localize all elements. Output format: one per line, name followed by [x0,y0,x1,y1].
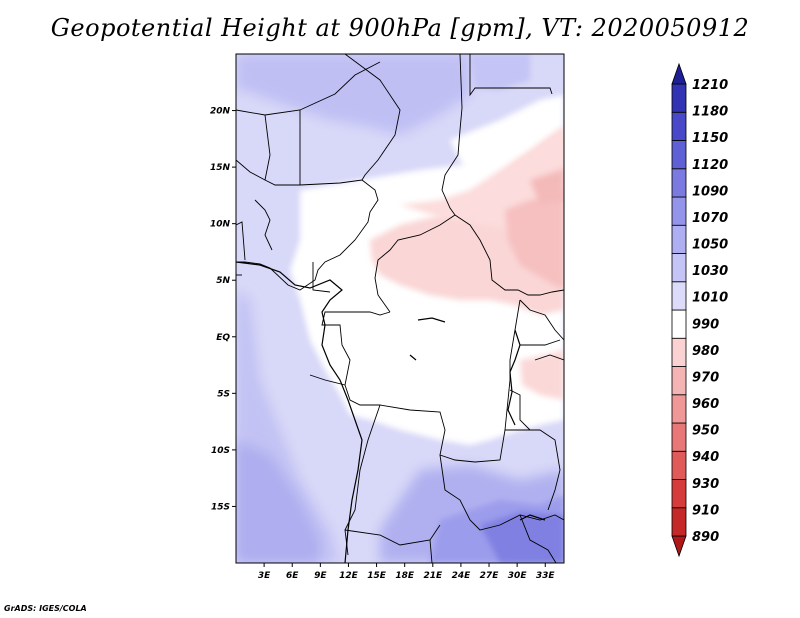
lon-label: 24E [452,571,472,581]
lon-label: 18E [395,571,415,581]
colorbar-label: 990 [692,317,719,332]
colorbar-box [671,479,687,509]
colorbar-label: 950 [692,424,719,439]
grads-credit: GrADS: IGES/COLA [4,604,87,613]
shaded-field [236,54,564,563]
colorbar-box [671,366,687,396]
colorbar-label: 1010 [692,291,728,306]
longitude-labels: 3E 6E 9E 12E 15E 18E 21E 24E 27E 30E 33E [258,563,556,581]
colorbar-box [671,196,687,226]
colorbar-top-triangle [671,62,687,85]
colorbar-label: 1090 [692,184,728,199]
lon-label: 12E [339,571,359,581]
colorbar-box [671,507,687,537]
colorbar-box [671,281,687,311]
lat-label: 15N [210,163,231,173]
colorbar-label: 1120 [692,158,728,173]
colorbar-box [671,253,687,283]
lon-label: 6E [286,571,299,581]
lat-label: 10N [210,220,231,230]
colorbar-label: 1180 [692,105,728,120]
colorbar-box [671,168,687,198]
country-borders [236,54,564,563]
lat-label: 10S [211,446,230,456]
colorbar-label: 1150 [692,131,728,146]
colorbar-box [671,309,687,339]
colorbar-box [671,394,687,424]
lon-label: 27E [480,571,500,581]
plot-frame [235,53,565,564]
colorbar-bottom-triangle [671,535,687,558]
colorbar-box [671,83,687,113]
colorbar-box [671,337,687,367]
lon-label: 33E [536,571,556,581]
colorbar-label: 890 [692,530,719,545]
colorbar-box [671,111,687,141]
lat-label: 5N [216,276,230,286]
latitude-labels: 20N 15N 10N 5N EQ 5S 10S 15S [210,107,236,512]
colorbar-label: 1070 [692,211,728,226]
lon-label: 21E [423,571,443,581]
lat-label: EQ [216,333,230,343]
colorbar-label: 1030 [692,264,728,279]
lat-label: 20N [210,107,231,117]
colorbar-box [671,140,687,170]
colorbar-label: 980 [692,344,719,359]
colorbar-label: 930 [692,477,719,492]
colorbar-label: 970 [692,370,719,385]
colorbar-label: 1050 [692,238,728,253]
lon-label: 15E [367,571,387,581]
colorbar-box [671,224,687,254]
coastline [236,261,546,563]
lon-label: 9E [314,571,327,581]
lon-label: 3E [258,571,271,581]
colorbar-box [671,450,687,480]
lat-label: 15S [211,502,230,512]
lon-label: 30E [508,571,528,581]
colorbar-label: 910 [692,503,719,518]
lat-label: 5S [217,389,230,399]
colorbar-box [671,422,687,452]
map-title: Geopotential Height at 900hPa [gpm], VT:… [50,14,750,42]
colorbar-label: 1210 [692,78,728,93]
colorbar-label: 960 [692,397,719,412]
colorbar-label: 940 [692,450,719,465]
